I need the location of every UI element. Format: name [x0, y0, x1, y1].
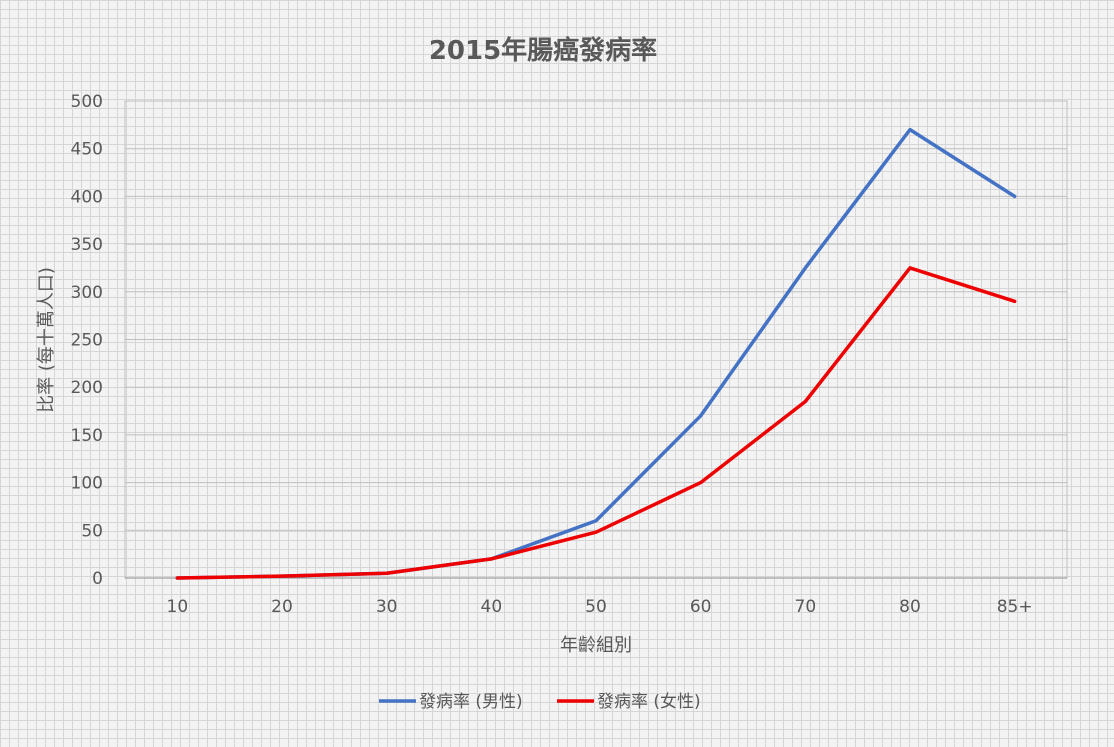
y-tick-label: 100: [71, 474, 103, 494]
x-tick-label: 10: [167, 597, 189, 617]
y-tick-label: 200: [71, 378, 103, 398]
y-tick-label: 500: [71, 92, 103, 112]
gridlines: [125, 100, 1067, 579]
x-tick-label: 80: [899, 597, 921, 617]
x-tick-label: 50: [585, 597, 607, 617]
y-tick-label: 400: [71, 187, 103, 207]
legend: 發病率 (男性) 發病率 (女性): [379, 692, 701, 712]
y-axis-label: 比率 (每十萬人口): [36, 267, 57, 413]
x-axis-label: 年齡組別: [560, 635, 632, 656]
legend-label: 發病率 (女性): [597, 692, 701, 712]
chart-title: 2015年腸癌發病率: [429, 35, 657, 66]
series-line: [175, 266, 1017, 580]
y-tick-label: 50: [81, 521, 103, 541]
y-axis-ticks: 0 50 100 150 200 250 300 350 400 450 500: [71, 92, 103, 589]
y-tick-label: 450: [71, 140, 103, 160]
x-axis-ticks: 10 20 30 40 50 60 70 80 85+: [167, 597, 1033, 617]
x-tick-label: 20: [271, 597, 293, 617]
x-tick-label: 40: [481, 597, 503, 617]
y-tick-label: 250: [71, 331, 103, 351]
y-tick-label: 300: [71, 283, 103, 303]
legend-label: 發病率 (男性): [419, 692, 523, 712]
x-tick-label: 85+: [997, 597, 1033, 617]
y-tick-label: 150: [71, 426, 103, 446]
x-tick-label: 70: [795, 597, 817, 617]
series-layer: [175, 127, 1017, 580]
x-tick-label: 30: [376, 597, 398, 617]
x-tick-label: 60: [690, 597, 712, 617]
y-tick-label: 0: [92, 569, 103, 589]
y-tick-label: 350: [71, 235, 103, 255]
